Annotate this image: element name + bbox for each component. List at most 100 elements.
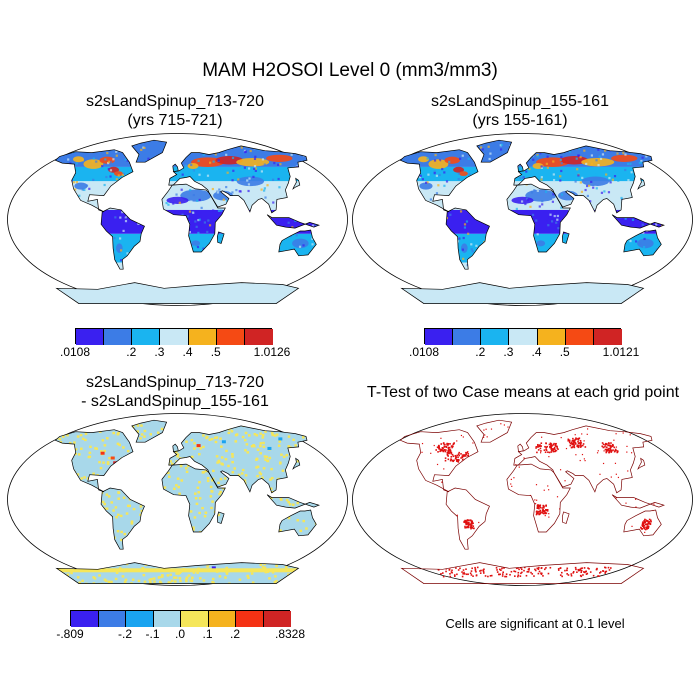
grid-cell: [212, 160, 215, 163]
grid-cell: [556, 214, 559, 218]
sig-cell: [609, 444, 612, 447]
grid-cell: [621, 144, 624, 147]
grid-cell: [184, 164, 187, 167]
sig-cell: [553, 442, 555, 445]
sig-cell: [471, 526, 473, 529]
grid-cell: [307, 231, 310, 234]
map-panel-3: [5, 412, 350, 587]
sig-cell: [635, 506, 637, 508]
grid-cell: [121, 222, 125, 225]
diff-cell: [139, 513, 142, 517]
sig-cell: [554, 449, 557, 452]
diff-cell: [103, 449, 106, 453]
sig-cell: [550, 446, 553, 449]
grid-cell: [552, 160, 555, 163]
grid-cell: [545, 162, 548, 165]
diff-cell: [214, 440, 218, 444]
sig-cell: [464, 525, 466, 528]
diff-cell: [263, 566, 267, 570]
grid-cell: [589, 200, 592, 203]
diff-cell: [288, 424, 292, 428]
coastline-uk: [517, 443, 524, 453]
sig-cell: [527, 571, 530, 573]
grid-cell: [536, 189, 539, 193]
grid-cell: [419, 174, 422, 177]
sig-cell: [457, 569, 460, 571]
diff-cell: [110, 580, 113, 584]
sig-cell: [602, 570, 605, 572]
sig-cell: [537, 446, 540, 448]
coastline-australia: [623, 229, 662, 257]
sig-cell: [647, 526, 650, 528]
sig-cell: [545, 448, 547, 451]
sig-cell: [505, 575, 508, 578]
diff-cell: [231, 455, 234, 458]
sig-cell: [514, 575, 516, 577]
sig-cell: [573, 444, 575, 446]
sig-cell: [450, 445, 453, 447]
grid-cell: [487, 145, 490, 148]
sig-cell: [442, 447, 444, 449]
sig-cell: [462, 572, 464, 575]
sig-cell: [447, 444, 449, 446]
grid-cell: [445, 180, 449, 183]
grid-cell: [225, 185, 228, 189]
field-patch: [611, 154, 638, 162]
sig-cell: [602, 443, 605, 446]
diff-cell: [206, 565, 209, 568]
diff-cell: [202, 579, 206, 582]
sig-cell: [613, 446, 616, 449]
grid-cell: [628, 220, 632, 223]
sig-cell: [586, 433, 588, 435]
sig-cell: [445, 449, 447, 451]
grid-cell: [114, 230, 117, 234]
grid-cell: [121, 211, 124, 214]
grid-cell: [200, 206, 203, 209]
grid-cell: [124, 220, 128, 223]
grid-cell: [540, 166, 544, 169]
cb1-swatch: [104, 329, 133, 345]
grid-cell: [635, 240, 638, 243]
grid-cell: [533, 189, 536, 192]
grid-cell: [629, 176, 632, 179]
sig-cell: [445, 446, 448, 449]
sig-cell: [475, 574, 478, 577]
grid-cell: [624, 146, 627, 150]
sig-cell: [649, 522, 652, 525]
grid-cell: [429, 198, 432, 201]
sig-cell: [574, 434, 576, 436]
grid-cell: [519, 177, 522, 180]
coastline-north-america: [399, 429, 479, 493]
diff-cell: [212, 581, 215, 584]
coastline-antarctica: [400, 562, 645, 584]
sig-cell: [517, 575, 519, 578]
coastline-antarctica: [400, 282, 645, 304]
diff-cell: [193, 442, 196, 445]
grid-cell: [122, 229, 125, 232]
diff-cell: [296, 460, 300, 463]
diff-cell: [202, 470, 206, 474]
diff-cell: [99, 467, 103, 470]
diff-cell: [168, 475, 171, 478]
sig-cell: [595, 568, 598, 571]
sig-cell: [451, 453, 454, 456]
grid-cell: [580, 190, 584, 193]
grid-cell: [407, 160, 411, 163]
sig-cell: [458, 459, 460, 461]
sig-cell: [471, 522, 473, 525]
diff-cell: [261, 476, 264, 479]
cb1-tick-label: .5: [210, 345, 221, 359]
grid-cell: [461, 234, 464, 237]
diff-cell: [185, 576, 189, 579]
grid-cell: [194, 220, 197, 223]
diff-cell: [163, 486, 167, 489]
diff-cell: [159, 580, 162, 584]
diff-cell: [198, 497, 202, 500]
diff-cell: [316, 446, 319, 450]
sig-cell: [584, 460, 586, 462]
sig-cell: [643, 527, 646, 529]
sig-cell: [550, 451, 553, 453]
grid-cell: [277, 177, 280, 181]
diff-cell: [277, 444, 281, 447]
sig-cell: [569, 442, 572, 445]
